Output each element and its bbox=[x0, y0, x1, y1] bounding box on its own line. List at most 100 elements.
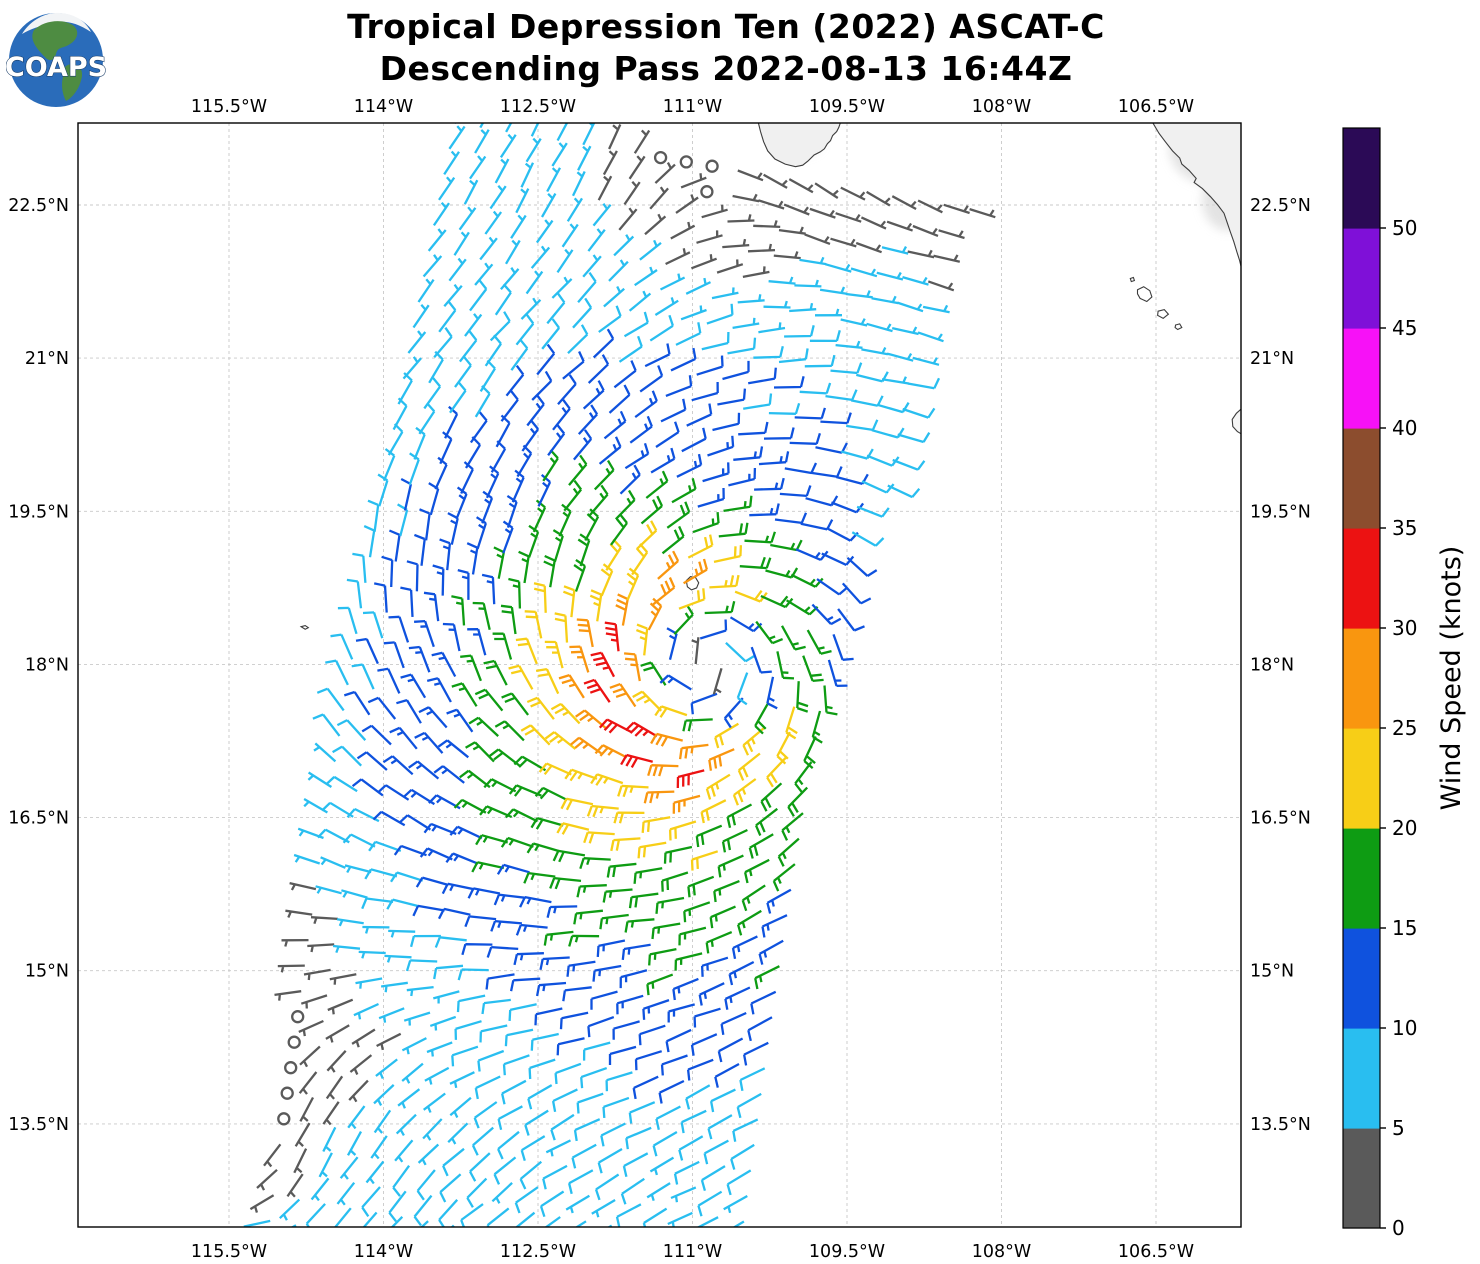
wind-barb bbox=[524, 1109, 549, 1136]
calm-wind-circle bbox=[705, 159, 719, 173]
wind-barb bbox=[696, 1216, 719, 1227]
wind-barb bbox=[825, 389, 858, 402]
wind-barb bbox=[846, 419, 879, 432]
wind-barb bbox=[454, 1020, 482, 1040]
wind-barb bbox=[524, 610, 543, 639]
wind-barb bbox=[543, 554, 556, 588]
wind-barb bbox=[755, 620, 784, 645]
wind-barb bbox=[285, 909, 313, 918]
wind-barb bbox=[615, 593, 629, 626]
x-tick-label-bottom: 114°W bbox=[354, 1242, 413, 1262]
wind-barb bbox=[486, 1207, 510, 1227]
wind-barb bbox=[644, 343, 671, 368]
wind-barb bbox=[505, 365, 525, 397]
wind-barb bbox=[611, 1255, 634, 1264]
wind-barb bbox=[451, 1045, 479, 1067]
wind-barb bbox=[787, 786, 809, 817]
wind-barb bbox=[851, 531, 885, 547]
wind-barb bbox=[417, 1143, 440, 1166]
wind-barb bbox=[418, 402, 436, 435]
calm-wind-circle bbox=[284, 1061, 298, 1075]
wind-barb bbox=[386, 898, 420, 910]
wind-barb bbox=[685, 277, 711, 295]
wind-barb bbox=[320, 856, 346, 869]
wind-barb bbox=[373, 582, 388, 613]
wind-barb bbox=[426, 1041, 453, 1057]
isla-maria-cleofas bbox=[1174, 323, 1183, 331]
wind-barb bbox=[713, 545, 743, 564]
wind-barb bbox=[582, 1041, 611, 1061]
wind-barb bbox=[768, 402, 801, 415]
wind-barb bbox=[766, 676, 778, 710]
wind-barb bbox=[690, 254, 718, 270]
wind-barb bbox=[431, 651, 457, 678]
wind-barb bbox=[494, 158, 510, 184]
wind-barb bbox=[460, 1203, 484, 1227]
wind-barb bbox=[368, 840, 402, 852]
wind-barb bbox=[472, 601, 491, 630]
wind-barb bbox=[535, 219, 554, 244]
wind-barb bbox=[315, 885, 342, 895]
y-tick-label-left: 22.5°N bbox=[8, 196, 69, 216]
colorbar-tick-label: 50 bbox=[1392, 216, 1417, 240]
wind-barb bbox=[454, 1255, 476, 1264]
isla-clarion bbox=[299, 625, 310, 630]
x-tick-label-bottom: 106.5°W bbox=[1118, 1242, 1194, 1262]
wind-barb bbox=[739, 1067, 766, 1092]
wind-barb bbox=[628, 155, 646, 180]
wind-barb bbox=[341, 889, 368, 899]
wind-barb bbox=[819, 286, 847, 295]
wind-barb bbox=[398, 814, 432, 831]
wind-barb bbox=[489, 184, 507, 210]
wind-barb bbox=[634, 266, 658, 287]
wind-barb bbox=[407, 330, 427, 354]
wind-barb bbox=[352, 552, 367, 583]
y-tick-label-left: 16.5°N bbox=[8, 809, 69, 829]
wind-barb bbox=[717, 854, 744, 878]
wind-barb bbox=[530, 245, 551, 269]
wind-barb bbox=[550, 702, 581, 725]
y-tick-label-left: 18°N bbox=[25, 655, 69, 675]
wind-barb bbox=[492, 632, 513, 660]
wind-barb bbox=[816, 578, 849, 596]
wind-barb bbox=[370, 1135, 388, 1160]
wind-barb bbox=[355, 977, 383, 989]
wind-barb bbox=[663, 845, 693, 864]
wind-barb bbox=[307, 771, 333, 788]
wind-barb bbox=[403, 1011, 431, 1026]
wind-barb bbox=[701, 331, 730, 351]
wind-barb bbox=[539, 956, 570, 971]
wind-barb bbox=[727, 337, 757, 355]
wind-barbs-layer bbox=[243, 123, 996, 1264]
colorbar-frame bbox=[1342, 127, 1381, 1229]
wind-barb bbox=[481, 573, 496, 605]
wind-barb bbox=[722, 360, 750, 381]
wind-barb bbox=[519, 895, 552, 908]
wind-barb bbox=[660, 398, 687, 423]
wind-barb bbox=[678, 926, 707, 946]
wind-barb bbox=[513, 952, 544, 966]
wind-barb bbox=[623, 652, 641, 682]
wind-barb bbox=[293, 853, 321, 865]
wind-barb bbox=[754, 701, 770, 735]
wind-barb bbox=[726, 1169, 752, 1196]
wind-barb bbox=[310, 916, 338, 925]
wind-barb bbox=[596, 939, 626, 957]
wind-barb bbox=[526, 842, 560, 854]
colorbar-segment bbox=[1343, 128, 1380, 229]
colorbar-segment bbox=[1343, 328, 1380, 429]
wind-barb bbox=[377, 473, 389, 507]
wind-barb bbox=[866, 322, 893, 333]
wind-barb bbox=[582, 380, 605, 410]
wind-barb bbox=[761, 914, 788, 938]
wind-barb bbox=[619, 464, 641, 495]
wind-barb bbox=[785, 706, 798, 740]
wind-barb bbox=[480, 1260, 502, 1264]
wind-barb bbox=[351, 1028, 376, 1048]
wind-barb bbox=[542, 449, 559, 482]
wind-barb bbox=[707, 1114, 733, 1140]
wind-barb bbox=[665, 375, 693, 397]
wind-barb bbox=[475, 516, 487, 550]
wind-barb bbox=[673, 1160, 700, 1185]
wind-barb bbox=[902, 407, 936, 419]
